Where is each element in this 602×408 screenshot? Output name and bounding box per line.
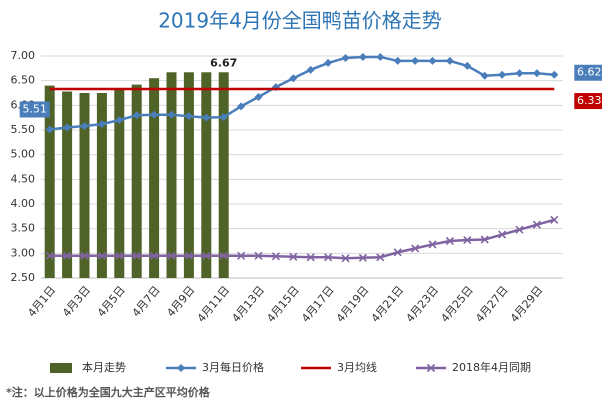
- value-label: 6.62: [577, 66, 602, 79]
- line-point: [254, 92, 263, 101]
- line-point: [411, 56, 420, 65]
- legend-label: 本月走势: [82, 360, 126, 374]
- line-point: [202, 251, 211, 260]
- bar: [96, 93, 107, 278]
- line-point: [97, 120, 106, 129]
- line-point: [150, 251, 159, 260]
- value-label-box: [574, 93, 602, 110]
- line: [49, 218, 555, 260]
- line-point: [463, 235, 472, 245]
- line-point: [184, 251, 193, 260]
- line-point: [532, 220, 541, 229]
- value-label: 5.51: [22, 103, 47, 116]
- line-point: [463, 61, 472, 70]
- line-point: [393, 56, 402, 65]
- line-point: [324, 253, 333, 262]
- value-label: 6.33: [577, 94, 602, 107]
- line-point: [115, 116, 124, 125]
- line-point: [358, 52, 367, 61]
- line-point: [184, 112, 193, 121]
- line-point: [376, 52, 385, 61]
- line-point: [376, 253, 385, 262]
- line-point: [341, 254, 350, 263]
- legend-label: 3月每日价格: [202, 360, 264, 374]
- line-point: [498, 230, 507, 239]
- line-point: [532, 69, 541, 78]
- bar: [114, 88, 125, 278]
- line-point: [550, 70, 559, 79]
- y-tick-label: 7.00: [11, 49, 36, 62]
- line-point: [167, 110, 176, 119]
- line-point: [97, 251, 106, 260]
- y-tick-label: 3.50: [11, 222, 36, 235]
- line-point: [45, 125, 54, 134]
- value-label-box: [574, 64, 602, 81]
- bar: [183, 72, 194, 278]
- bar: [79, 93, 90, 278]
- line-point: [445, 236, 454, 246]
- line-point: [80, 251, 89, 260]
- y-tick-label: 2.50: [11, 271, 36, 284]
- line-point: [393, 248, 402, 257]
- bar: [44, 85, 55, 278]
- line-point: [202, 113, 211, 122]
- line-point: [63, 251, 72, 260]
- line-point: [306, 253, 315, 262]
- line-point: [324, 58, 333, 67]
- line-point: [306, 65, 315, 74]
- line-point: [219, 113, 228, 122]
- line-point: [498, 70, 507, 79]
- line-point: [480, 71, 489, 80]
- value-label-box: [19, 101, 50, 118]
- line-point: [80, 122, 89, 131]
- bar: [149, 78, 160, 278]
- line-point: [515, 225, 524, 234]
- bar: [166, 72, 177, 278]
- line-point: [150, 110, 159, 119]
- line-point: [132, 111, 141, 120]
- bar: [218, 72, 229, 278]
- legend-swatch: [50, 363, 72, 373]
- line-point: [515, 69, 524, 78]
- y-tick-label: 3.00: [11, 246, 36, 259]
- y-tick-label: 6.50: [11, 74, 36, 87]
- bar: [131, 84, 142, 278]
- line-point: [271, 252, 280, 261]
- line-point: [550, 215, 559, 224]
- line-point: [45, 251, 54, 260]
- line-point: [480, 235, 489, 244]
- line-point: [428, 240, 437, 249]
- line-point: [115, 251, 124, 260]
- y-tick-label: 5.00: [11, 148, 36, 161]
- line-point: [237, 251, 246, 260]
- chart-title: 2019年4月份全国鸭苗价格走势: [158, 9, 442, 33]
- line-point: [219, 251, 228, 260]
- line-point: [289, 252, 298, 261]
- value-label: 6.67: [210, 56, 237, 69]
- line-point: [167, 251, 176, 260]
- line-point: [132, 251, 141, 260]
- line-point: [428, 56, 437, 65]
- line-point: [63, 123, 72, 132]
- legend-label: 2018年4月同期: [452, 360, 531, 374]
- line-point: [289, 74, 298, 83]
- legend-marker: [426, 363, 436, 373]
- line-point: [237, 102, 246, 111]
- legend-label: 3月均线: [337, 360, 377, 374]
- note: *注：以上价格为全国九大主产区平均价格: [6, 385, 211, 399]
- bar: [62, 91, 73, 279]
- line-point: [411, 244, 420, 253]
- bar: [201, 72, 212, 278]
- line-point: [254, 251, 263, 260]
- y-tick-label: 5.50: [11, 123, 36, 136]
- y-tick-label: 4.00: [11, 197, 36, 210]
- y-tick-label: 4.50: [11, 172, 36, 185]
- line-point: [445, 56, 454, 65]
- legend-marker: [177, 364, 185, 372]
- line-point: [358, 253, 367, 262]
- line-point: [341, 53, 350, 62]
